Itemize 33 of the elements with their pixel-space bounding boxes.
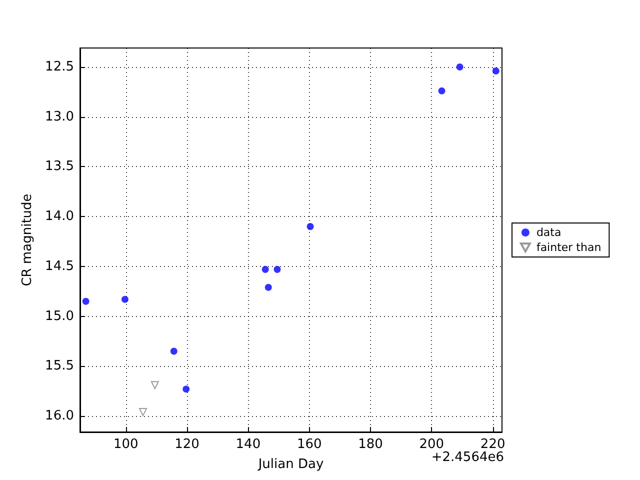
point: [82, 298, 90, 305]
point: [456, 63, 464, 70]
point: [182, 386, 190, 393]
text: +2.4564e6: [431, 450, 504, 465]
point: [121, 296, 128, 303]
y-tick-label: 15.5: [45, 358, 74, 374]
y-axis-title: CR magnitude: [20, 194, 36, 286]
x-tick-label: 200: [419, 437, 444, 452]
x-tick-label: 220: [480, 437, 506, 452]
y-tick-label: 14.0: [45, 209, 74, 224]
legend-label: fainter than: [536, 241, 602, 254]
point: [274, 266, 281, 273]
x-tick-label: 100: [113, 437, 138, 452]
point: [438, 87, 446, 94]
x-tick-label: 180: [358, 437, 383, 452]
point: [170, 348, 178, 355]
point: [262, 266, 269, 273]
y-tick-label: 13.0: [45, 109, 74, 124]
x-tick-label: 140: [236, 437, 261, 452]
x-tick-label: 120: [174, 437, 200, 452]
legend-label: data: [536, 226, 562, 239]
point: [492, 67, 500, 74]
y-tick-label: 12.5: [45, 59, 74, 74]
x-tick-label: 160: [296, 437, 322, 452]
point: [264, 284, 272, 291]
x-axis-title: Julian Day: [257, 457, 324, 472]
point: [138, 408, 147, 416]
point: [150, 381, 159, 390]
y-tick-label: 13.5: [45, 159, 74, 174]
y-tick-label: 15.0: [45, 308, 74, 324]
y-tick-label: 14.5: [45, 258, 74, 274]
point: [306, 223, 314, 230]
y-tick-label: 16.0: [45, 408, 74, 424]
